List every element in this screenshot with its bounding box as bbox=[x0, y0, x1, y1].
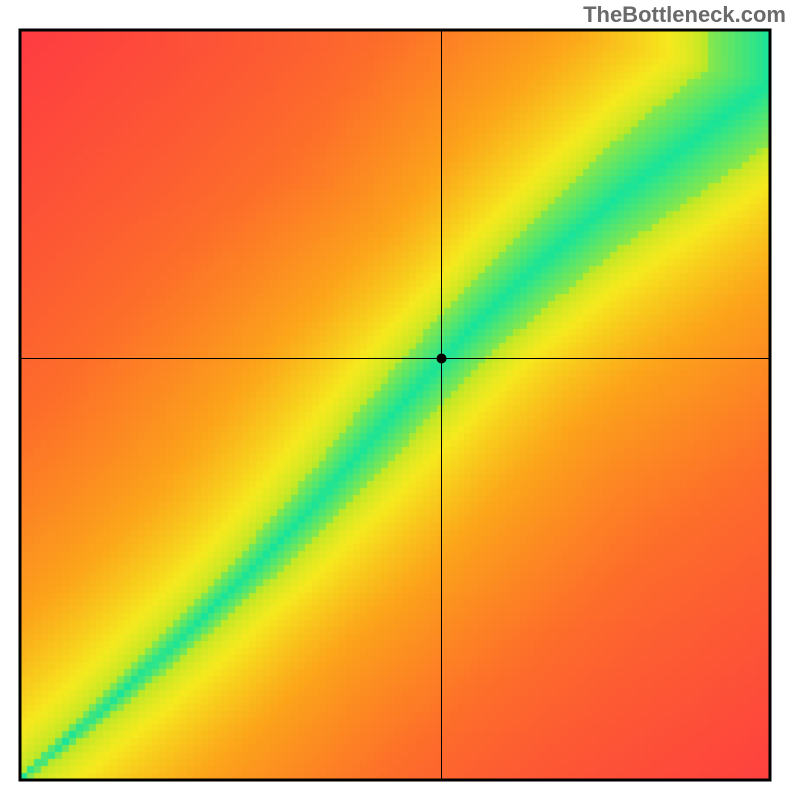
watermark-text: TheBottleneck.com bbox=[583, 2, 786, 28]
bottleneck-heatmap: TheBottleneck.com bbox=[0, 0, 800, 800]
heatmap-canvas bbox=[20, 30, 770, 780]
